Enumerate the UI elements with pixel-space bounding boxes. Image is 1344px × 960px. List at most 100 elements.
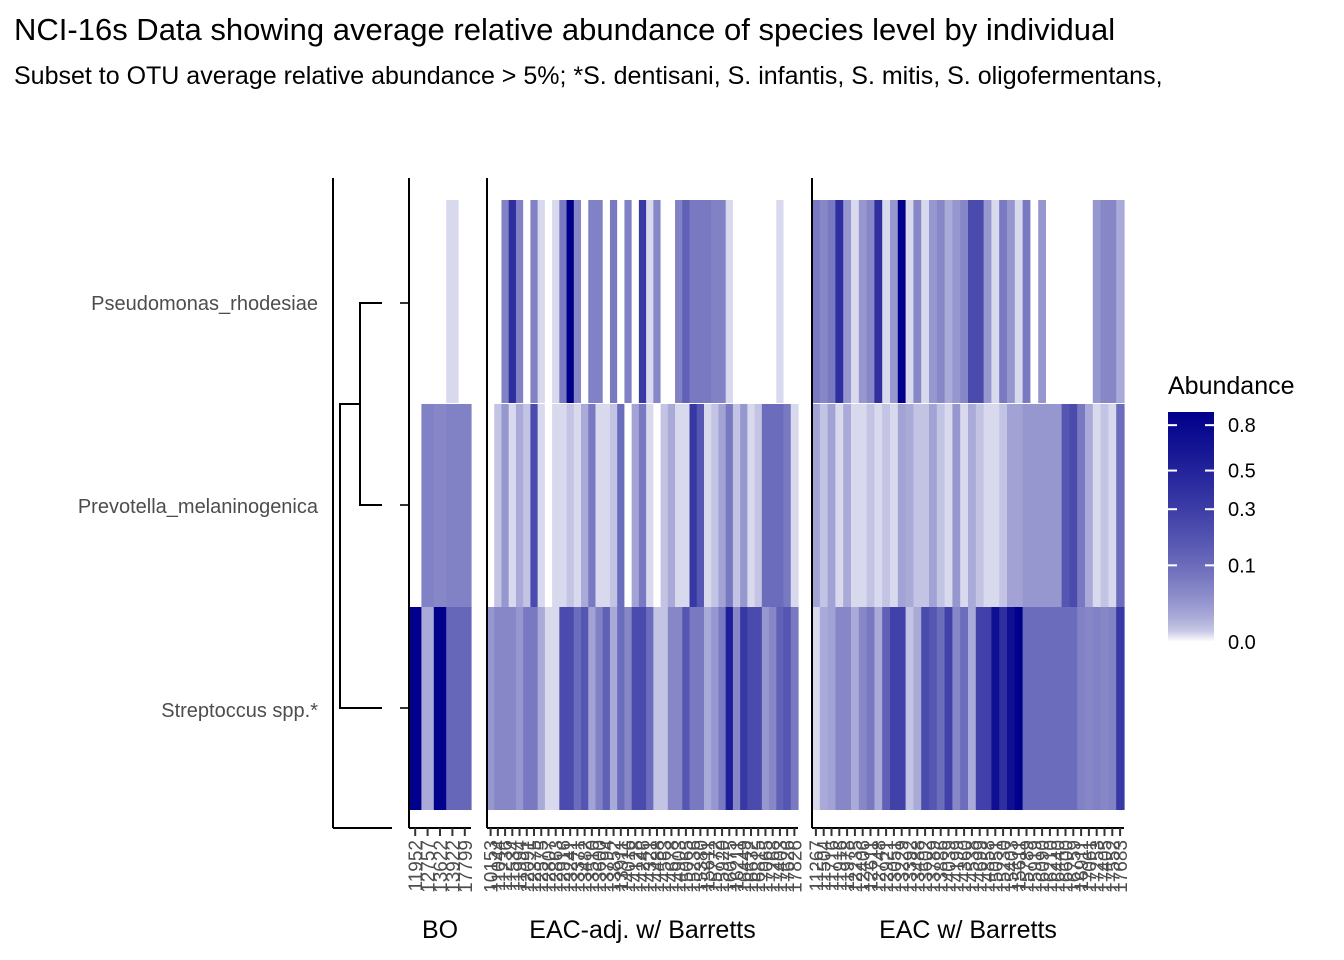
legend-tick-label: 0.0 — [1228, 632, 1256, 654]
heatmap-cell — [732, 404, 741, 607]
heatmap-cell — [991, 404, 1000, 607]
heatmap-cell — [858, 607, 868, 810]
heatmap-cell — [1116, 404, 1125, 607]
heatmap-cell — [703, 200, 712, 403]
x-tick-label: 13510 — [583, 840, 604, 893]
heatmap-cell — [936, 404, 946, 607]
heatmap-cell — [776, 200, 785, 403]
row-label-prevotella: Prevotella_melaninogenica — [78, 496, 319, 518]
heatmap-cell — [566, 200, 575, 403]
x-tick-label: 13622 — [431, 840, 452, 893]
heatmap-cell — [653, 607, 662, 810]
heatmap-cell — [1030, 607, 1039, 810]
heatmap-cell — [761, 200, 770, 403]
facet-panel: 1126711504117161191611978122351240612611… — [807, 178, 1132, 944]
x-tick-label: 11952 — [406, 840, 427, 891]
heatmap-cell — [433, 607, 447, 810]
x-tick-label: 17253 — [1088, 840, 1109, 893]
heatmap-cell — [682, 404, 691, 607]
heatmap-cell — [718, 404, 727, 607]
x-tick-label: 16911 — [1072, 840, 1093, 891]
heatmap-cell — [487, 607, 495, 810]
heatmap-cell — [858, 404, 868, 607]
x-tick-label: 12575 — [532, 840, 553, 893]
heatmap-cell — [1022, 404, 1031, 607]
heatmap-cell — [646, 200, 654, 403]
heatmap-cell — [936, 200, 946, 403]
heatmap-cell — [703, 404, 712, 607]
x-tick-label: 13789 — [924, 840, 945, 893]
heatmap-cell — [776, 404, 785, 607]
heatmap-cell — [747, 404, 756, 607]
heatmap-cell — [523, 404, 531, 607]
heatmap-cell — [617, 607, 626, 810]
heatmap-cell — [960, 200, 969, 403]
x-tick-label: 15920 — [713, 840, 734, 893]
heatmap-cell — [858, 200, 868, 403]
heatmap-cell — [646, 607, 654, 810]
heatmap-cell — [446, 200, 460, 403]
x-tick-label: 14678 — [662, 840, 683, 893]
heatmap-cell — [827, 200, 836, 403]
heatmap-cell — [631, 607, 640, 810]
heatmap-cell — [595, 607, 604, 810]
heatmap-cell — [552, 404, 560, 607]
heatmap-cell — [508, 200, 517, 403]
heatmap-cell — [1030, 200, 1039, 403]
heatmap-cell — [433, 404, 447, 607]
heatmap-cell — [421, 200, 435, 403]
heatmap-cell — [827, 607, 836, 810]
heatmap-cell — [602, 404, 611, 607]
heatmap-cell — [617, 404, 626, 607]
heatmap-cell — [1030, 404, 1039, 607]
heatmap-cell — [667, 200, 676, 403]
heatmap-cell — [1069, 200, 1078, 403]
x-tick-label: 11044 — [489, 840, 510, 892]
heatmap-cell — [921, 200, 930, 403]
heatmap-cell — [1077, 404, 1086, 607]
heatmap-cell — [1092, 200, 1102, 403]
heatmap-cell — [913, 404, 922, 607]
x-tick-label: 13794 — [597, 840, 618, 893]
heatmap-cell — [711, 607, 720, 810]
x-tick-label: 15772 — [706, 840, 727, 893]
heatmap-cell — [776, 607, 785, 810]
heatmap-cell — [624, 404, 633, 607]
heatmap-cell — [1092, 607, 1102, 810]
x-tick-label: 11534 — [503, 840, 524, 892]
row-label-pseudomonas: Pseudomonas_rhodesiae — [91, 293, 318, 315]
heatmap-cell — [944, 607, 953, 810]
heatmap-cell — [1038, 200, 1047, 403]
facet-label: EAC-adj. w/ Barretts — [529, 916, 755, 944]
x-tick-label: 14321 — [641, 840, 662, 893]
heatmap-cell — [835, 200, 844, 403]
heatmap-cell — [711, 404, 720, 607]
chart-subtitle: Subset to OTU average relative abundance… — [14, 62, 1163, 90]
x-tick-label: 14246 — [634, 840, 655, 893]
heatmap-cell — [783, 607, 792, 810]
heatmap-cell — [675, 607, 683, 810]
heatmap-cell — [983, 404, 992, 607]
heatmap-cell — [754, 404, 763, 607]
x-tick-label: 14039 — [940, 840, 961, 893]
heatmap-cell — [812, 404, 821, 607]
x-tick-label: 14858 — [979, 840, 1000, 893]
heatmap-cell — [983, 200, 992, 403]
heatmap-cell — [566, 404, 575, 607]
heatmap-cell — [689, 200, 698, 403]
x-tick-label: 13392 — [901, 840, 922, 893]
x-tick-label: 14016 — [619, 840, 640, 893]
x-tick-label: 16600 — [1057, 840, 1078, 893]
heatmap-cell — [929, 404, 938, 607]
x-tick-label: 11504 — [815, 840, 836, 892]
heatmap-cell — [1069, 404, 1078, 607]
heatmap-cell — [905, 607, 914, 810]
heatmap-cell — [515, 200, 524, 403]
x-tick-label: 17626 — [778, 840, 799, 893]
heatmap-cell — [874, 200, 883, 403]
heatmap-cell — [552, 607, 560, 810]
heatmap-cell — [783, 404, 792, 607]
heatmap-cell — [890, 404, 899, 607]
x-tick-label: 17403 — [771, 840, 792, 893]
